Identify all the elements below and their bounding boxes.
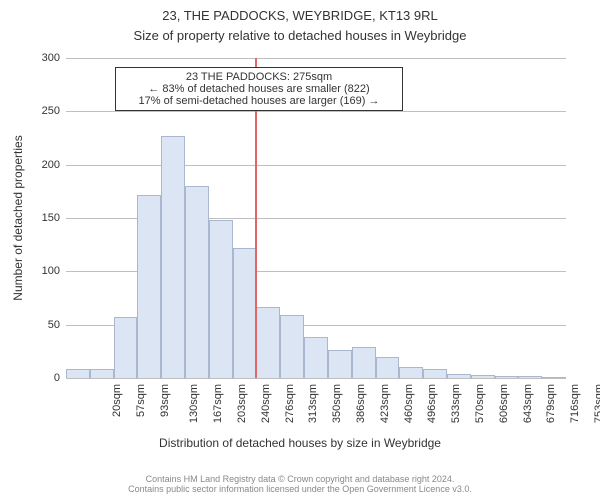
histogram-bar	[399, 367, 423, 378]
histogram-bar	[137, 195, 161, 378]
histogram-bar	[256, 307, 280, 378]
histogram-bar	[185, 186, 209, 378]
annotation-box: 23 THE PADDOCKS: 275sqm ← 83% of detache…	[115, 67, 403, 111]
x-tick-label: 753sqm	[593, 384, 600, 423]
histogram-bar	[542, 377, 566, 378]
footer-line-1: Contains HM Land Registry data © Crown c…	[0, 474, 600, 484]
x-axis-title: Distribution of detached houses by size …	[0, 436, 600, 450]
y-axis-title: Number of detached properties	[11, 135, 25, 300]
histogram-bar	[352, 347, 376, 378]
annotation-line-2: ← 83% of detached houses are smaller (82…	[122, 83, 396, 95]
histogram-bar	[161, 136, 185, 378]
footer-line-2: Contains public sector information licen…	[0, 484, 600, 494]
y-tick-label: 300	[30, 52, 60, 64]
gridline	[66, 58, 566, 59]
histogram-bar	[495, 376, 519, 378]
histogram-bar	[114, 317, 138, 378]
histogram-bar	[304, 337, 328, 378]
histogram-bar	[209, 220, 233, 378]
histogram-bar	[376, 357, 400, 378]
histogram-bar	[328, 350, 352, 378]
histogram-bar	[471, 375, 495, 378]
histogram-bar	[280, 315, 304, 378]
y-tick-label: 100	[30, 265, 60, 277]
chart-title-line2: Size of property relative to detached ho…	[0, 28, 600, 43]
histogram-bar	[447, 374, 471, 378]
histogram-bar	[423, 369, 447, 378]
chart-container: 23, THE PADDOCKS, WEYBRIDGE, KT13 9RL Si…	[0, 0, 600, 500]
gridline	[66, 111, 566, 112]
y-tick-label: 250	[30, 105, 60, 117]
histogram-bar	[90, 369, 114, 378]
y-tick-label: 150	[30, 212, 60, 224]
gridline	[66, 165, 566, 166]
y-tick-label: 200	[30, 159, 60, 171]
y-tick-label: 0	[30, 372, 60, 384]
footer: Contains HM Land Registry data © Crown c…	[0, 474, 600, 494]
annotation-line-3: 17% of semi-detached houses are larger (…	[122, 95, 396, 107]
histogram-bar	[518, 376, 542, 378]
annotation-line-1: 23 THE PADDOCKS: 275sqm	[122, 71, 396, 83]
histogram-bar	[233, 248, 257, 378]
y-tick-label: 50	[30, 319, 60, 331]
histogram-bar	[66, 369, 90, 378]
chart-title-line1: 23, THE PADDOCKS, WEYBRIDGE, KT13 9RL	[0, 8, 600, 23]
gridline	[66, 378, 566, 379]
